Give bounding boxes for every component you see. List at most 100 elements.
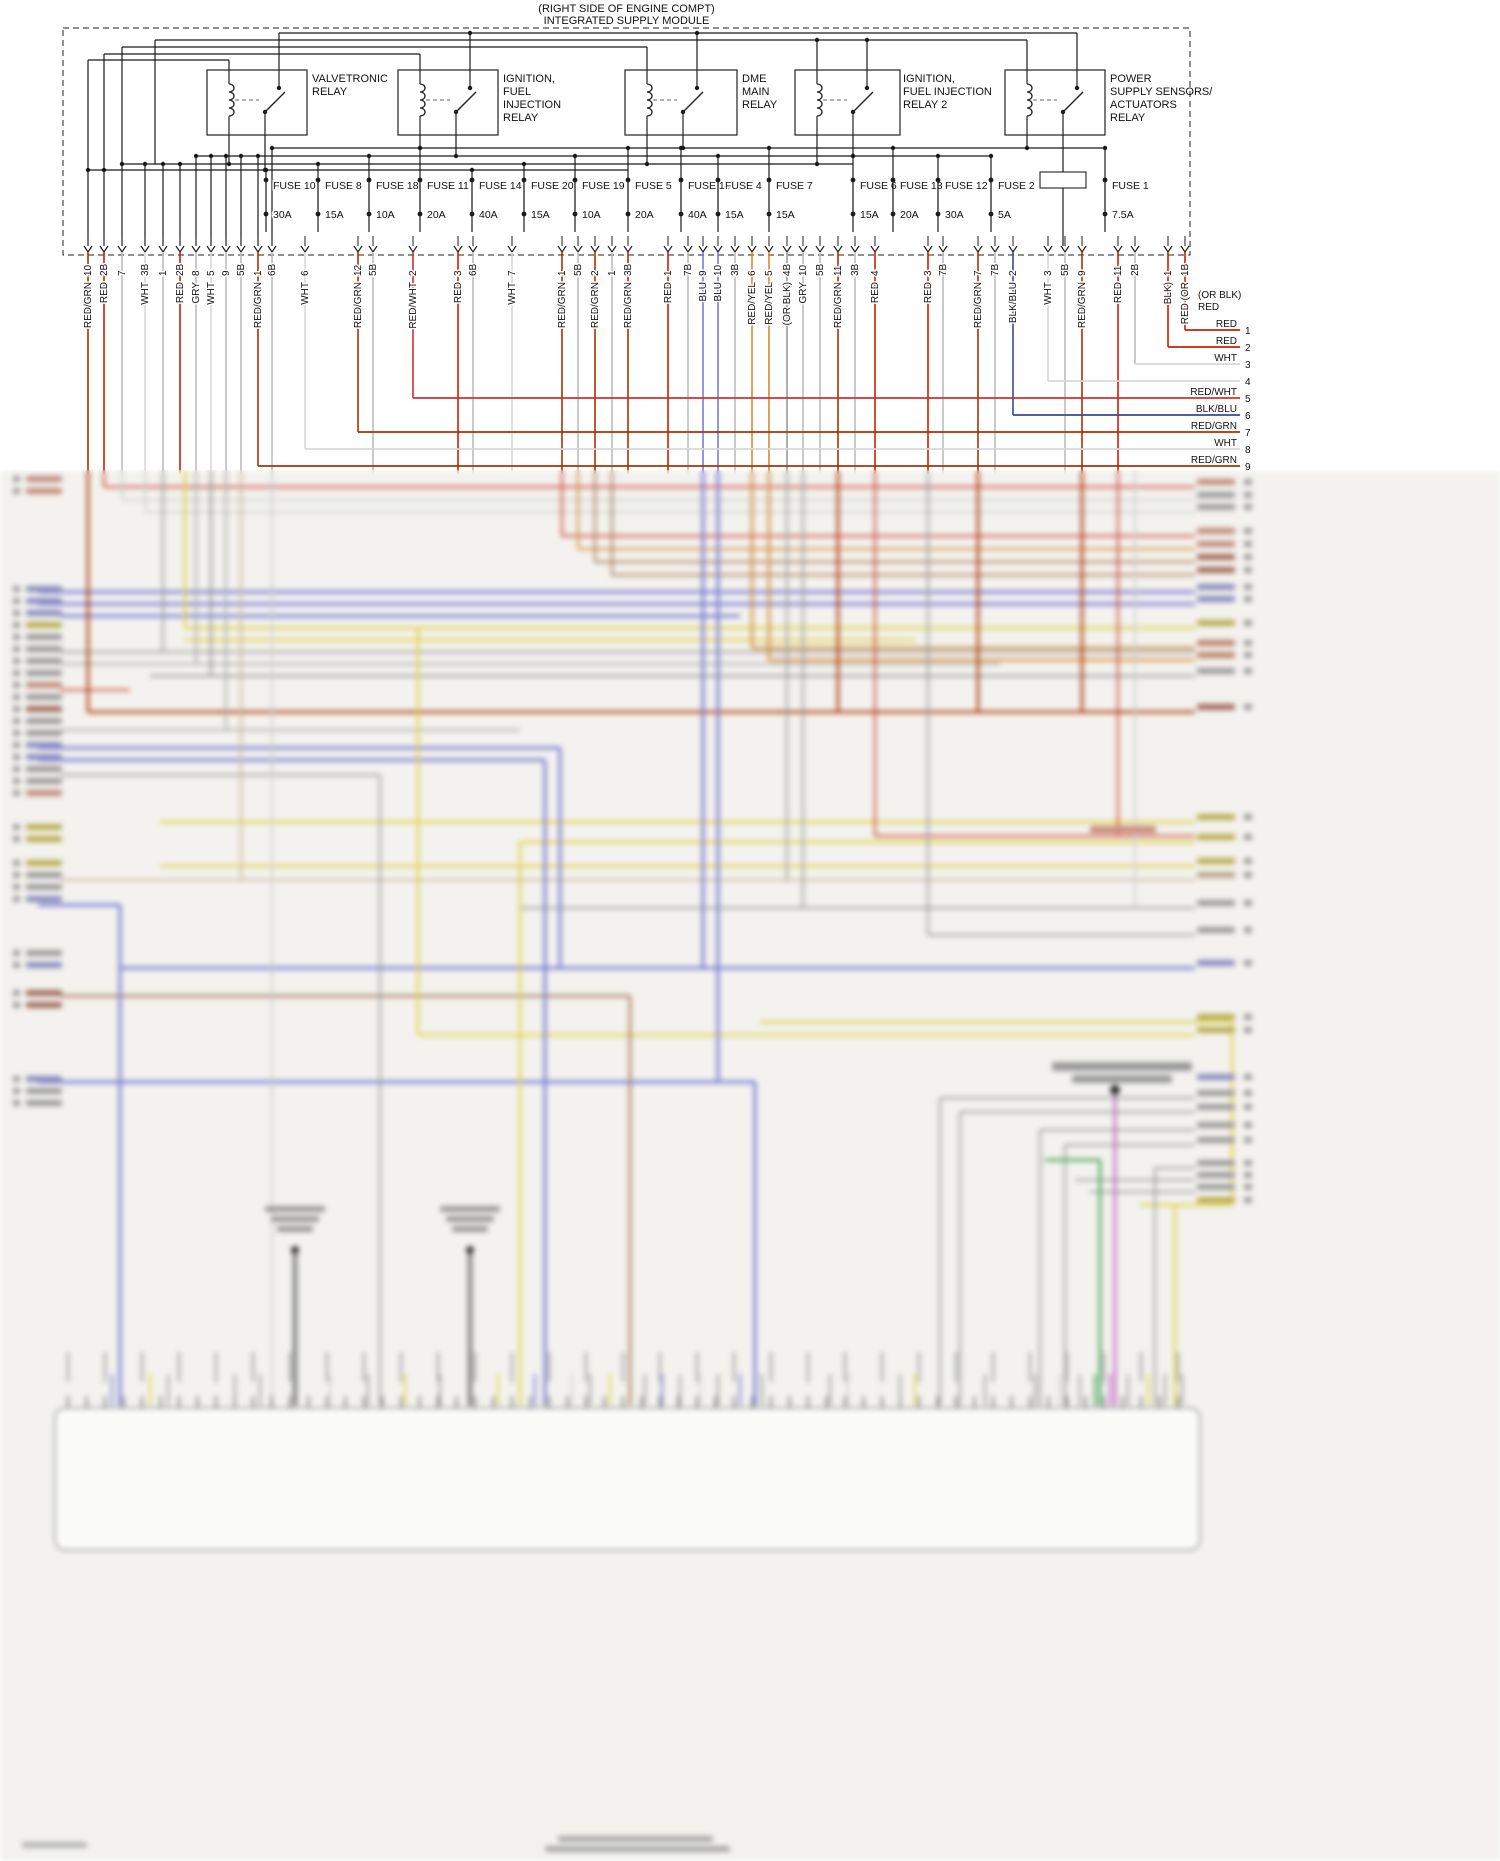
fuse <box>678 145 684 232</box>
fuse-amp: 5A <box>998 209 1011 221</box>
junction-dot <box>142 161 148 167</box>
blurred-pin-label <box>621 1352 625 1382</box>
fuse-name: FUSE 6 <box>860 180 897 192</box>
pin-number: 1 <box>1163 270 1174 276</box>
pin-number: 3B <box>850 263 861 276</box>
pin-arrow <box>507 245 517 254</box>
fuse <box>315 161 321 232</box>
blur-label-blob <box>26 872 62 878</box>
wire-color-label: WHT <box>507 282 518 305</box>
pin-arrow <box>267 245 277 254</box>
pin-arrow <box>1113 245 1123 254</box>
blurred-pin-label <box>954 1352 958 1382</box>
blur-label-blob <box>1197 900 1235 906</box>
pin-number: 7 <box>117 270 128 276</box>
junction-dot <box>890 145 896 151</box>
blur-number-blob <box>1244 834 1252 840</box>
blur-number-blob <box>13 742 20 748</box>
pin-arrow <box>815 245 825 254</box>
relay-box <box>397 69 499 136</box>
wire-color-label: BLU <box>713 282 724 301</box>
pin-arrow <box>683 245 693 254</box>
pin-arrow <box>698 245 708 254</box>
fuse <box>625 145 631 232</box>
blur-label-blob <box>26 718 62 724</box>
junction-dot <box>417 145 423 151</box>
relay-label: RELAY <box>742 99 778 111</box>
wire-color-label: RED <box>453 282 464 303</box>
blur-number-blob <box>13 778 20 784</box>
pin-number: 6B <box>267 263 278 276</box>
pin-number: 1 <box>607 270 618 276</box>
junction-dot <box>694 85 700 91</box>
blur-number-blob <box>13 824 20 830</box>
blur-label-blob <box>26 766 62 772</box>
fuse-name: FUSE 7 <box>776 180 813 192</box>
blur-label-blob <box>1197 567 1235 573</box>
blur-number-blob <box>1244 927 1252 933</box>
blurred-pin-label <box>695 1352 699 1382</box>
fuse-amp: 10A <box>582 209 601 221</box>
blur-caption-blob <box>545 1846 730 1852</box>
fuse-name: FUSE 15 <box>688 180 731 192</box>
blurred-pin-label <box>436 1352 440 1382</box>
pin-number: 3 <box>923 270 934 276</box>
pin-number: 2 <box>1008 270 1019 276</box>
blur-number-blob <box>13 586 20 592</box>
junction-dot <box>864 85 870 91</box>
blur-number-blob <box>13 658 20 664</box>
fuse <box>263 167 269 232</box>
wire-color-label: RED (OR <box>1180 282 1191 324</box>
wire-color-label: GRY <box>798 282 809 304</box>
blur-number-blob <box>13 610 20 616</box>
relay-box <box>206 69 308 136</box>
relay-label: ACTUATORS <box>1110 99 1177 111</box>
junction-dot <box>988 153 994 159</box>
junction-dot <box>263 167 269 173</box>
blur-label-blob <box>1197 814 1235 820</box>
fuse-amp: 30A <box>273 209 292 221</box>
pin-number: 11 <box>1113 265 1124 276</box>
blur-label-blob <box>1197 596 1235 602</box>
pin-arrow <box>206 245 216 254</box>
pin-number: 1 <box>158 270 169 276</box>
junction-dot <box>1074 85 1080 91</box>
blur-label-blob <box>26 706 62 712</box>
pin-arrow <box>236 245 246 254</box>
wire-color-label: RED <box>99 282 110 303</box>
fuse <box>572 153 578 232</box>
fuse <box>766 145 772 232</box>
blur-caption-blob <box>558 1836 713 1842</box>
fuse-name: FUSE 20 <box>531 180 574 192</box>
relay-label: POWER <box>1110 73 1152 85</box>
blurred-pin-label <box>288 1352 292 1382</box>
pin-number: 5 <box>764 270 775 276</box>
junction-dot <box>255 153 261 159</box>
wire-color-label: RED <box>1113 282 1124 303</box>
junction-dot <box>766 145 772 151</box>
relay-box <box>794 69 901 136</box>
blur-number-blob <box>13 896 20 902</box>
pin-arrow <box>1163 245 1173 254</box>
blurred-pin-label <box>510 1352 514 1382</box>
blur-number-blob <box>1244 541 1252 547</box>
blur-number-blob <box>1244 872 1252 878</box>
coil-icon <box>228 83 235 117</box>
blurred-pin-label <box>325 1352 329 1382</box>
blur-label-blob <box>265 1206 325 1212</box>
blur-number-blob <box>1244 479 1252 485</box>
junction-dot <box>276 85 282 91</box>
blur-watermark-blob <box>22 1842 87 1848</box>
blur-label-blob <box>26 646 62 652</box>
pin-arrow <box>833 245 843 254</box>
wire-color-label: RED <box>870 282 881 303</box>
blur-number-blob <box>1244 554 1252 560</box>
pin-arrow <box>253 245 263 254</box>
blurred-pin-label <box>584 1352 588 1382</box>
blur-number-blob <box>13 718 20 724</box>
blur-label-blob <box>1197 554 1235 560</box>
pin-number: 7B <box>683 263 694 276</box>
fuse-amp: 40A <box>688 209 707 221</box>
blur-label-blob <box>1197 1014 1235 1020</box>
blur-number-blob <box>13 1076 20 1082</box>
